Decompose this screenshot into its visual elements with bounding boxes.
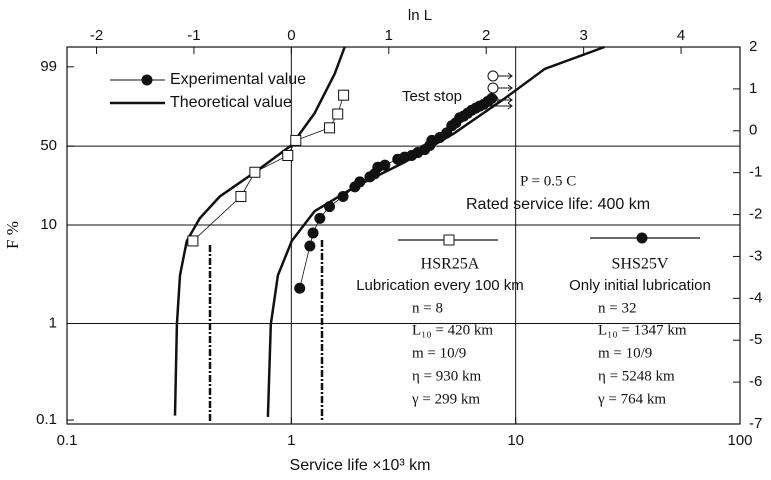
y-tick-label: 99	[40, 58, 57, 75]
table-condition: Only initial lubrication	[569, 277, 711, 294]
x2-tick-label: 0	[287, 27, 295, 44]
point	[337, 191, 349, 203]
table-cell: γ = 764 km	[597, 391, 666, 407]
x2-tick-label: 3	[579, 27, 587, 44]
y2-tick-label: -4	[749, 289, 762, 306]
point	[324, 201, 336, 213]
table-cell: m = 10/9	[598, 345, 652, 361]
table-symbols	[398, 232, 700, 246]
y2-tick-label: -3	[749, 247, 762, 264]
y-tick-label: 50	[40, 137, 57, 154]
x2-tick-label: 2	[482, 27, 490, 44]
y-tick-label: 0.1	[36, 411, 57, 428]
x-tick-label: 1	[287, 432, 295, 449]
y2-tick-label: 1	[749, 80, 757, 97]
x2-tick-label: 1	[385, 27, 393, 44]
point	[354, 176, 366, 188]
point	[235, 191, 247, 203]
y-tick-label: 1	[49, 314, 57, 331]
x2-tick-label: -2	[90, 27, 103, 44]
table-cell: η = 930 km	[412, 368, 482, 384]
point	[314, 212, 326, 224]
legend-label: Experimental value	[170, 71, 306, 88]
x-tick-label: 0.1	[57, 432, 78, 449]
table: HSR25A Lubrication every 100 km n = 8 L₁…	[356, 256, 711, 408]
x-tick-label: 100	[727, 432, 752, 449]
y2-tick-label: 2	[749, 38, 757, 55]
y2-tick-label: -1	[749, 164, 762, 181]
plot-frame	[66, 46, 741, 425]
y2-tick-label: -2	[749, 206, 762, 223]
table-condition: Lubrication every 100 km	[356, 277, 524, 294]
point	[249, 166, 261, 178]
y2-tick-label: -5	[749, 331, 762, 348]
point	[338, 89, 350, 101]
legend: Experimental value Theoretical value	[110, 71, 306, 111]
table-cell: n = 8	[412, 300, 443, 316]
point	[304, 240, 316, 252]
annotation: P = 0.5 C	[520, 173, 576, 189]
x-tick-label: 10	[507, 432, 524, 449]
top-axis-label: ln L	[408, 7, 432, 24]
table-cell: η = 5248 km	[598, 368, 675, 384]
x2-tick-label: -1	[187, 27, 200, 44]
table-cell: m = 10/9	[412, 345, 466, 361]
legend-label: Theoretical value	[170, 94, 292, 111]
y-tick-label: 10	[40, 216, 57, 233]
point	[294, 282, 306, 294]
point	[379, 159, 391, 171]
point	[332, 108, 344, 120]
table-model: SHS25V	[612, 256, 669, 273]
table-cell: L₁₀ = 420 km	[412, 322, 493, 338]
y-axis-label: F %	[3, 221, 22, 249]
theory-line	[173, 46, 346, 416]
table-model: HSR25A	[421, 256, 480, 273]
table-cell: γ = 299 km	[411, 391, 480, 407]
x2-tick-label: 4	[677, 27, 685, 44]
point	[282, 149, 294, 161]
annotation: Test stop	[402, 88, 462, 105]
table-cell: n = 32	[598, 300, 636, 316]
point	[290, 134, 302, 146]
x-axis-label: Service life ×10³ km	[290, 457, 431, 474]
y2-tick-label: 0	[749, 122, 757, 139]
point	[187, 235, 199, 247]
annotation: Rated service life: 400 km	[466, 196, 650, 213]
point	[486, 93, 498, 105]
y2-tick-label: -7	[749, 415, 762, 432]
point	[324, 122, 336, 134]
y2-tick-label: -6	[749, 373, 762, 390]
point	[307, 227, 319, 239]
table-cell: L₁₀ = 1347 km	[598, 322, 687, 338]
